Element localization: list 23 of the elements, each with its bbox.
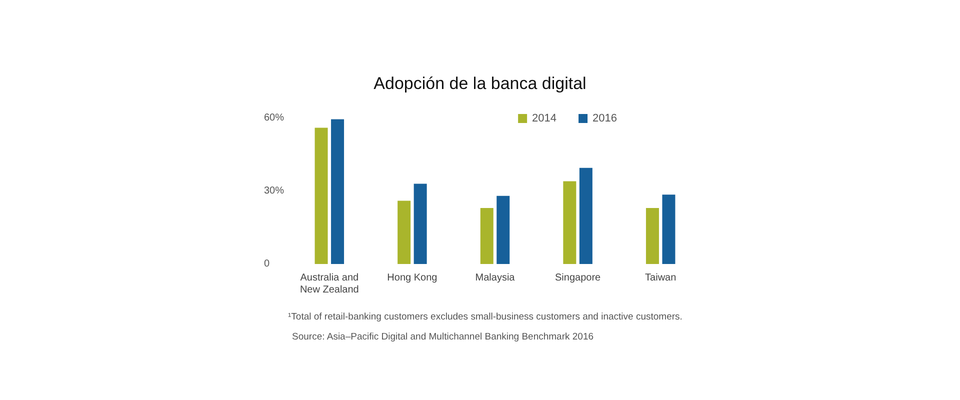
bar (398, 200, 411, 264)
source-note: Source: Asia–Pacific Digital and Multichannel Banking Benchmark 2016 (292, 332, 594, 342)
bar (414, 184, 427, 264)
y-tick-label: 0 (264, 258, 270, 270)
chart-title: Adopción de la banca digital (374, 74, 586, 93)
legend-label: 2014 (532, 112, 557, 124)
bar (480, 208, 494, 264)
bar (331, 119, 344, 264)
x-tick-label: Malaysia (475, 272, 516, 284)
bar (662, 194, 676, 264)
y-tick-label: 60% (264, 112, 284, 124)
x-tick-label: Taiwan (645, 272, 676, 284)
bar (496, 196, 510, 264)
bar (579, 168, 592, 264)
text: ¹Total of retail-banking customers excludes small-business customers and inactive customers. (288, 312, 682, 322)
y-tick-label: 30% (264, 186, 284, 196)
bar (646, 208, 659, 264)
x-tick-label: Hong Kong (387, 272, 438, 284)
legend-label: 2016 (592, 112, 618, 124)
bar (563, 181, 576, 264)
x-tick-label: Australia and New Zealand (300, 272, 359, 296)
bar (314, 128, 328, 264)
x-tick-label: Singapore (555, 272, 602, 284)
